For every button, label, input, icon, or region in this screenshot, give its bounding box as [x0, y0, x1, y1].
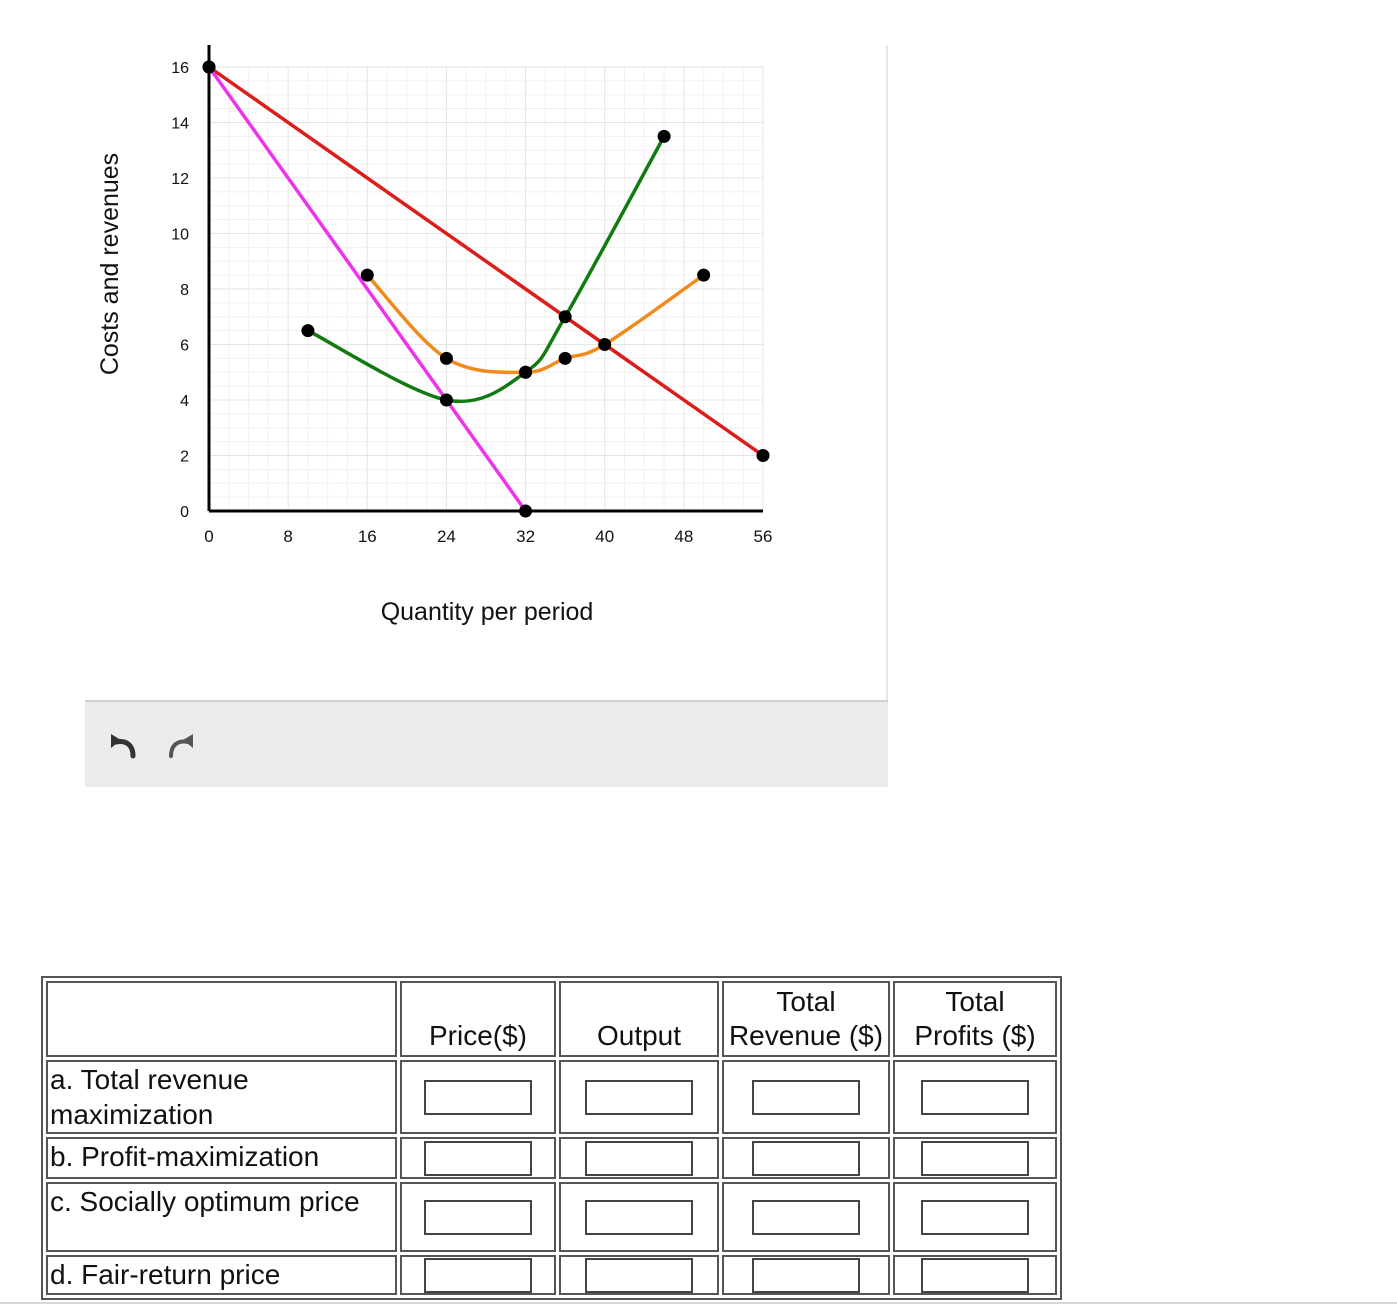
total-revenue-input[interactable] — [752, 1199, 860, 1235]
marginal-cost-point[interactable] — [301, 324, 315, 338]
price-input[interactable] — [424, 1140, 532, 1176]
price-input[interactable] — [424, 1199, 532, 1235]
output-input[interactable] — [585, 1257, 693, 1293]
average-total-cost-point[interactable] — [360, 268, 374, 282]
x-tick-label: 56 — [754, 527, 773, 546]
marginal-cost-point[interactable] — [558, 310, 572, 324]
x-tick-label: 0 — [204, 527, 213, 546]
x-tick-label: 48 — [674, 527, 693, 546]
cell-total-profits — [893, 1060, 1057, 1134]
y-tick-label: 0 — [180, 504, 189, 521]
marginal-cost-point[interactable] — [519, 365, 533, 379]
cell-price — [400, 1137, 556, 1179]
x-tick-label: 40 — [595, 527, 614, 546]
cell-output — [559, 1255, 719, 1295]
cell-total-revenue — [722, 1137, 890, 1179]
cell-total-profits — [893, 1137, 1057, 1179]
cell-total-profits — [893, 1182, 1057, 1252]
cell-total-revenue — [722, 1182, 890, 1252]
marginal-revenue-point[interactable] — [519, 504, 533, 518]
header-row: Price($) Output Total Revenue ($) Total … — [46, 981, 1057, 1057]
row-label: a. Total revenue maximization — [46, 1060, 397, 1134]
row-label: d. Fair-return price — [46, 1255, 397, 1295]
cell-output — [559, 1060, 719, 1134]
marginal-revenue-line — [207, 65, 528, 513]
cell-total-revenue — [722, 1060, 890, 1134]
demand-line — [207, 65, 765, 458]
row-label: b. Profit-maximization — [46, 1137, 397, 1179]
header-price-line2: Price($) — [428, 1020, 527, 1051]
output-input[interactable] — [585, 1079, 693, 1115]
marginal-cost-point[interactable] — [439, 393, 453, 407]
y-tick-label: 2 — [180, 449, 189, 466]
header-total-revenue-line2: Revenue ($) — [728, 1020, 884, 1051]
cell-price — [400, 1182, 556, 1252]
y-tick-label: 16 — [171, 60, 189, 77]
total-revenue-input[interactable] — [752, 1140, 860, 1176]
header-total-profits-line1: Total — [945, 986, 1005, 1017]
header-total-profits: Total Profits ($) — [893, 981, 1057, 1057]
row-fair-return-price: d. Fair-return price — [46, 1255, 1057, 1295]
y-tick-label: 8 — [180, 282, 189, 299]
x-tick-label: 32 — [516, 527, 535, 546]
header-total-revenue: Total Revenue ($) — [722, 981, 890, 1057]
total-profits-input[interactable] — [921, 1257, 1029, 1293]
marginal-revenue-point[interactable] — [202, 60, 216, 74]
x-tick-label: 8 — [283, 527, 292, 546]
x-tick-label: 16 — [358, 527, 377, 546]
total-profits-input[interactable] — [921, 1140, 1029, 1176]
average-total-cost-line — [365, 273, 706, 375]
output-input[interactable] — [585, 1140, 693, 1176]
average-total-cost-point[interactable] — [697, 268, 711, 282]
price-input[interactable] — [424, 1079, 532, 1115]
output-input[interactable] — [585, 1199, 693, 1235]
cell-output — [559, 1182, 719, 1252]
header-output: Output — [559, 981, 719, 1057]
redo-icon — [169, 734, 193, 758]
y-tick-label: 10 — [171, 227, 189, 244]
row-profit-maximization: b. Profit-maximization — [46, 1137, 1057, 1179]
header-blank — [46, 981, 397, 1057]
header-total-profits-line2: Profits ($) — [914, 1020, 1036, 1051]
price-input[interactable] — [424, 1257, 532, 1293]
total-revenue-input[interactable] — [752, 1079, 860, 1115]
y-tick-label: 4 — [180, 393, 189, 410]
x-tick-label: 24 — [437, 527, 456, 546]
total-profits-input[interactable] — [921, 1199, 1029, 1235]
graph-toolbar — [85, 700, 888, 787]
header-price: Price($) — [400, 981, 556, 1057]
header-output-line2: Output — [596, 1020, 682, 1051]
cell-output — [559, 1137, 719, 1179]
x-axis-title: Quantity per period — [381, 598, 594, 626]
demand-point[interactable] — [756, 449, 770, 462]
y-tick-label: 14 — [171, 116, 189, 133]
marginal-cost-point[interactable] — [657, 129, 671, 143]
answer-table: Price($) Output Total Revenue ($) Total … — [41, 976, 1062, 1300]
undo-icon — [111, 734, 136, 759]
y-tick-label: 6 — [180, 338, 189, 355]
average-total-cost-point[interactable] — [598, 338, 612, 351]
average-total-cost-point[interactable] — [439, 351, 453, 365]
total-profits-input[interactable] — [921, 1079, 1029, 1115]
cell-total-profits — [893, 1255, 1057, 1295]
total-revenue-input[interactable] — [752, 1257, 860, 1293]
average-total-cost-point[interactable] — [558, 351, 572, 365]
bottom-divider — [0, 1302, 1397, 1304]
cell-price — [400, 1255, 556, 1295]
cell-price — [400, 1060, 556, 1134]
row-label: c. Socially optimum price — [46, 1182, 397, 1252]
y-tick-label: 12 — [171, 171, 189, 188]
graph-panel: 0 8 16 24 32 40 48 56 0 2 4 6 8 10 12 14 16 Quantity per … — [85, 45, 888, 700]
header-total-revenue-line1: Total — [776, 986, 836, 1017]
y-axis-title: Costs and revenues — [96, 153, 124, 375]
cell-total-revenue — [722, 1255, 890, 1295]
redo-button[interactable] — [165, 732, 197, 760]
undo-button[interactable] — [107, 732, 139, 760]
row-socially-optimum-price: c. Socially optimum price — [46, 1182, 1057, 1252]
row-total-revenue-maximization: a. Total revenue maximization — [46, 1060, 1057, 1134]
